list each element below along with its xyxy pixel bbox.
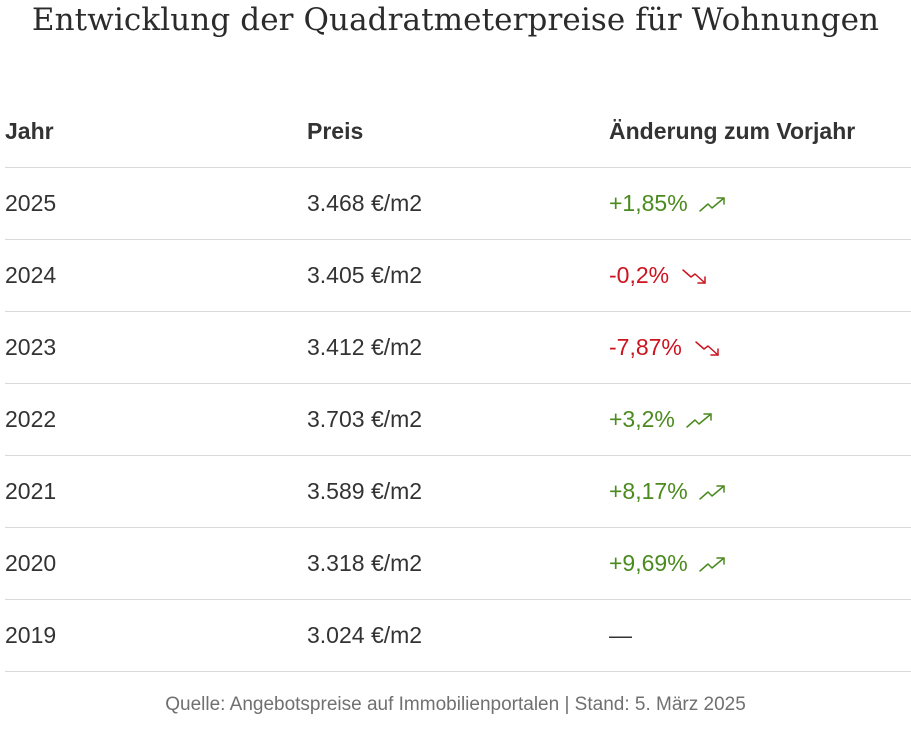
trend-up-icon-svg xyxy=(686,413,712,428)
table-row: 2023 3.412 €/m2 -7,87% xyxy=(5,312,911,384)
change-cell: +3,2% xyxy=(609,384,717,455)
year-cell: 2022 xyxy=(5,406,57,432)
change-cell: -7,87% xyxy=(609,312,724,383)
price-cell: 3.589 €/m2 xyxy=(307,478,423,504)
header-change: Änderung zum Vorjahr xyxy=(609,118,856,144)
table-row: 2024 3.405 €/m2 -0,2% xyxy=(5,240,911,312)
price-table: Jahr Preis Änderung zum Vorjahr 2025 3.4… xyxy=(5,96,911,672)
year-cell: 2020 xyxy=(5,550,57,576)
header-year: Jahr xyxy=(5,118,54,144)
table-row: 2025 3.468 €/m2 +1,85% xyxy=(5,168,911,240)
trend-down-icon xyxy=(692,312,724,383)
table-header-row: Jahr Preis Änderung zum Vorjahr xyxy=(5,96,911,168)
change-value: +3,2% xyxy=(609,406,675,432)
price-cell: 3.024 €/m2 xyxy=(307,622,423,648)
table-row: 2022 3.703 €/m2 +3,2% xyxy=(5,384,911,456)
trend-up-icon-svg xyxy=(698,197,725,212)
year-cell: 2019 xyxy=(5,622,57,648)
table-row: 2020 3.318 €/m2 +9,69% xyxy=(5,528,911,600)
change-cell: +8,17% xyxy=(609,456,730,527)
trend-up-icon xyxy=(698,456,730,527)
change-value: +8,17% xyxy=(609,478,688,504)
trend-down-icon-svg xyxy=(682,269,706,284)
change-cell: -0,2% xyxy=(609,240,711,311)
change-value: -7,87% xyxy=(609,334,682,360)
table-row: 2021 3.589 €/m2 +8,17% xyxy=(5,456,911,528)
year-cell: 2025 xyxy=(5,190,57,216)
change-value: +9,69% xyxy=(609,550,688,576)
trend-up-icon xyxy=(698,528,730,599)
table-row: 2019 3.024 €/m2 — xyxy=(5,600,911,672)
change-cell: +9,69% xyxy=(609,528,730,599)
page-title: Entwicklung der Quadratmeterpreise für W… xyxy=(31,2,880,38)
price-cell: 3.468 €/m2 xyxy=(307,190,423,216)
year-cell: 2024 xyxy=(5,262,57,288)
year-cell: 2023 xyxy=(5,334,57,360)
price-cell: 3.405 €/m2 xyxy=(307,262,423,288)
header-price: Preis xyxy=(307,118,364,144)
price-cell: 3.318 €/m2 xyxy=(307,550,423,576)
source-note: Quelle: Angebotspreise auf Immobilienpor… xyxy=(165,694,746,715)
trend-down-icon-svg xyxy=(695,341,719,356)
trend-up-icon-svg xyxy=(698,485,725,500)
change-cell: +1,85% xyxy=(609,168,730,239)
change-cell: — xyxy=(609,600,632,671)
trend-up-icon-svg xyxy=(698,557,725,572)
price-cell: 3.412 €/m2 xyxy=(307,334,423,360)
year-cell: 2021 xyxy=(5,478,57,504)
trend-up-icon xyxy=(698,168,730,239)
trend-up-icon xyxy=(685,384,717,455)
trend-down-icon xyxy=(679,240,711,311)
change-value: -0,2% xyxy=(609,262,670,288)
change-value: +1,85% xyxy=(609,190,688,216)
price-cell: 3.703 €/m2 xyxy=(307,406,423,432)
change-value: — xyxy=(609,622,632,648)
